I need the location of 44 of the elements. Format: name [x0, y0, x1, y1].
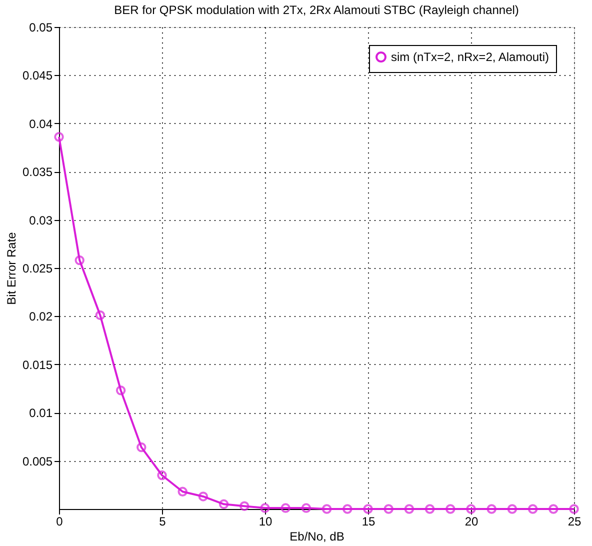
point [486, 504, 496, 514]
point [446, 504, 456, 514]
x-tick-label: 15 [362, 514, 376, 528]
point [466, 504, 476, 514]
legend-label: sim (nTx=2, nRx=2, Alamouti) [391, 50, 550, 64]
y-tick-label: 0.05 [29, 20, 53, 34]
point [322, 504, 332, 514]
point [424, 504, 435, 514]
x-tick-label: 20 [464, 514, 478, 528]
point [178, 486, 188, 497]
y-tick-label: 0.04 [29, 116, 53, 131]
point [342, 504, 352, 514]
x-tick-label: 10 [258, 514, 272, 528]
chart-title: BER for QPSK modulation with 2Tx, 2Rx Alamouti STBC (Rayleigh channel) [114, 3, 519, 17]
point [363, 504, 373, 514]
point [136, 442, 146, 452]
point [95, 310, 106, 320]
y-tick-label: 0.005 [22, 454, 53, 468]
y-tick-label: 0.045 [22, 68, 53, 83]
point [116, 386, 126, 396]
y-tick-label: 0.035 [22, 165, 53, 180]
point [157, 470, 167, 480]
point [280, 503, 290, 513]
point [384, 504, 394, 514]
x-tick-label: 25 [568, 514, 582, 528]
x-axis-title: Eb/No, dB [290, 530, 344, 544]
point [240, 501, 250, 511]
x-tick-label: 0 [56, 514, 64, 528]
point [528, 504, 538, 514]
y-tick-label: 0.015 [22, 358, 53, 372]
point [404, 504, 414, 514]
point [548, 504, 558, 514]
y-tick-label: 0.01 [29, 406, 53, 420]
y-tick-label: 0.02 [29, 310, 53, 324]
y-tick-label: 0.03 [29, 213, 53, 228]
point [74, 255, 84, 266]
y-axis-title: Bit Error Rate [4, 232, 18, 305]
point [198, 492, 208, 502]
point [301, 503, 312, 513]
point [260, 503, 270, 513]
y-tick-label: 0.025 [22, 262, 53, 276]
point [218, 499, 229, 510]
x-tick-label: 5 [159, 514, 166, 528]
point [507, 504, 518, 514]
